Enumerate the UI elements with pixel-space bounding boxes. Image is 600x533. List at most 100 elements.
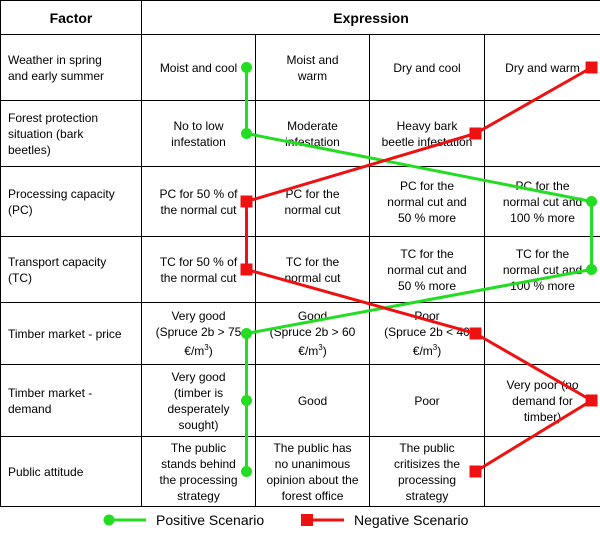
expression-line: critisizes the (393, 456, 461, 471)
expression-line: (timber is (173, 385, 224, 400)
factor-line: Timber market - (8, 385, 93, 400)
expression-cell (483, 436, 600, 507)
expression-cell: The public stands behind the processing str… (141, 436, 256, 507)
expression-cell: The public critisizes the processing strate… (369, 436, 485, 507)
factor-line: Weather in spring (8, 52, 102, 67)
expression-line: TC for the (515, 246, 570, 261)
expression-line: demand for (512, 393, 573, 408)
expression-line: (Spruce 2b < 40 (384, 325, 470, 339)
factor-line: Public attitude (8, 464, 84, 479)
expression-line: Moist and cool (159, 60, 238, 75)
expression-cell: Dry and cool (369, 34, 485, 101)
negative-line-icon (301, 513, 344, 526)
expression-line: PC for the (399, 178, 455, 193)
expression-line: strategy (405, 488, 449, 503)
table-row: Weather in spring and early summer Moist a… (0, 34, 600, 101)
expression-line: normal cut and (502, 194, 583, 209)
factor-line: Transport capacity (8, 254, 107, 269)
expression-line: €/m3) (184, 343, 213, 358)
expression-line: Dry and cool (393, 60, 461, 75)
legend-positive-label: Positive Scenario (156, 511, 265, 528)
expression-cell: PC for the normal cut (255, 166, 370, 237)
expression-line: The public (399, 440, 455, 455)
expression-line: Good (297, 393, 328, 408)
expression-cell (483, 100, 600, 167)
expression-cell: Poor (Spruce 2b < 40 €/m3) (369, 302, 485, 365)
expression-cell: Poor (369, 364, 485, 437)
expression-line: normal cut (284, 202, 341, 217)
expression-line: 100 % more (510, 210, 575, 225)
expression-cell: PC for 50 % of the normal cut (141, 166, 256, 237)
expression-line: opinion about the (266, 472, 359, 487)
expression-line: (Spruce 2b > 75 (155, 325, 242, 339)
table-row: Transport capacity (TC) TC for 50 % of the … (0, 236, 600, 303)
expression-line: No to low (173, 118, 224, 133)
expression-line: PC for 50 % of (159, 186, 238, 201)
expression-cell: Good (Spruce 2b > 60 €/m3) (255, 302, 370, 365)
expression-line: normal cut and (387, 194, 467, 209)
factor-line: situation (bark (8, 126, 84, 141)
expression-line: desperately (167, 401, 230, 416)
expression-line: 50 % more (397, 278, 457, 293)
expression-line: TC for the (400, 246, 454, 261)
expression-cell: TC for the normal cut and 100 % more (483, 236, 600, 303)
expression-line: Good (297, 309, 328, 323)
expression-cell: Dry and warm (483, 34, 600, 101)
factor-line: demand (8, 401, 52, 416)
table-row: Timber market - price Very good (Spruce 2b… (0, 302, 600, 365)
factor-cell: Transport capacity (TC) (0, 236, 142, 303)
factor-cell: Timber market - demand (0, 364, 142, 437)
factor-cell: Processing capacity (PC) (0, 166, 142, 237)
expression-line: Poor (414, 393, 440, 408)
expression-cell: Moderate infestation (255, 100, 370, 167)
expression-line: €/m3) (298, 343, 327, 358)
factor-line: beetles) (8, 142, 51, 157)
expression-line: Very poor (no (506, 377, 579, 392)
expression-line: infestation (171, 134, 226, 149)
expression-line: the normal cut (160, 202, 237, 217)
expression-line: strategy (177, 488, 220, 503)
expression-cell: No to low infestation (141, 100, 256, 167)
factor-cell: Forest protection situation (bark beetles) (0, 100, 142, 167)
expression-line: €/m3) (412, 343, 442, 358)
expression-cell: Very good (timber is desperately sought) (141, 364, 256, 437)
expression-line: warm (297, 68, 328, 83)
expression-cell: PC for the normal cut and 50 % more (369, 166, 485, 237)
expression-line: Very good (171, 309, 226, 323)
factor-line: Processing capacity (8, 186, 115, 201)
expression-line: beetle infestation (381, 134, 473, 149)
legend-positive: Positive Scenario (102, 506, 264, 533)
table-row: Public attitude The public stands behind th… (0, 436, 600, 507)
expression-line: 50 % more (397, 210, 457, 225)
expression-line: sought) (178, 417, 219, 432)
expression-line: forest office (281, 488, 344, 503)
expression-line: The public has (273, 440, 352, 455)
legend-negative-label: Negative Scenario (354, 511, 469, 528)
factor-line: and early summer (8, 68, 105, 83)
expression-cell: TC for the normal cut and 50 % more (369, 236, 485, 303)
expression-line: no unanimous (274, 456, 351, 471)
factor-line: (PC) (8, 202, 33, 217)
expression-cell: Very poor (no demand for timber) (483, 364, 600, 437)
expression-line: (Spruce 2b > 60 (269, 325, 356, 339)
table-row: Processing capacity (PC) PC for 50 % of the… (0, 166, 600, 237)
expression-line: Heavy bark (396, 118, 458, 133)
expression-cell: Good (255, 364, 370, 437)
header-expression: Expression (140, 0, 600, 35)
expression-line: stands behind (161, 456, 236, 471)
factor-cell: Timber market - price (0, 302, 142, 365)
factor-cell: Weather in spring and early summer (0, 34, 142, 101)
superscript: 3 (318, 343, 323, 352)
expression-line: processing (397, 472, 457, 487)
expression-line: Poor (414, 309, 440, 323)
table-row: Timber market - demand Very good (timber is… (0, 364, 600, 437)
superscript: 3 (204, 343, 209, 352)
expression-cell: TC for the normal cut (255, 236, 370, 303)
expression-line: TC for 50 % of (159, 254, 238, 269)
expression-line: normal cut and (502, 262, 583, 277)
table-row: Forest protection situation (bark beetles)… (0, 100, 600, 167)
expression-line: TC for the (285, 254, 340, 269)
factor-line: Forest protection (8, 110, 99, 125)
expression-cell: Moist and warm (255, 34, 370, 101)
expression-line: Moderate (287, 118, 338, 133)
